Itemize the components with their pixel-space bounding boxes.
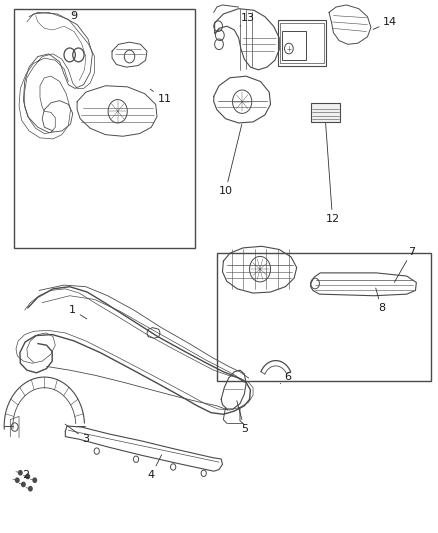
Bar bbox=[283, 31, 306, 60]
Bar bbox=[217, 253, 431, 381]
Bar bbox=[311, 103, 340, 122]
Text: 3: 3 bbox=[65, 424, 89, 445]
Circle shape bbox=[26, 474, 29, 479]
Circle shape bbox=[15, 478, 19, 482]
Text: 5: 5 bbox=[237, 401, 248, 434]
Circle shape bbox=[28, 487, 32, 491]
Bar bbox=[280, 23, 324, 63]
Text: 13: 13 bbox=[240, 13, 255, 26]
Text: 10: 10 bbox=[219, 124, 242, 196]
Bar bbox=[278, 20, 326, 66]
Bar bbox=[14, 9, 195, 248]
Circle shape bbox=[18, 471, 22, 475]
Text: 7: 7 bbox=[394, 247, 416, 282]
Text: 2: 2 bbox=[22, 470, 30, 480]
Circle shape bbox=[21, 482, 25, 487]
Text: 11: 11 bbox=[150, 89, 171, 104]
Text: 12: 12 bbox=[325, 123, 339, 224]
Text: 6: 6 bbox=[280, 372, 291, 384]
Text: 4: 4 bbox=[148, 455, 162, 480]
Text: 8: 8 bbox=[376, 288, 385, 313]
Text: 1: 1 bbox=[69, 305, 87, 319]
Text: 14: 14 bbox=[373, 17, 397, 29]
Circle shape bbox=[33, 478, 36, 482]
Text: 9: 9 bbox=[71, 11, 78, 21]
